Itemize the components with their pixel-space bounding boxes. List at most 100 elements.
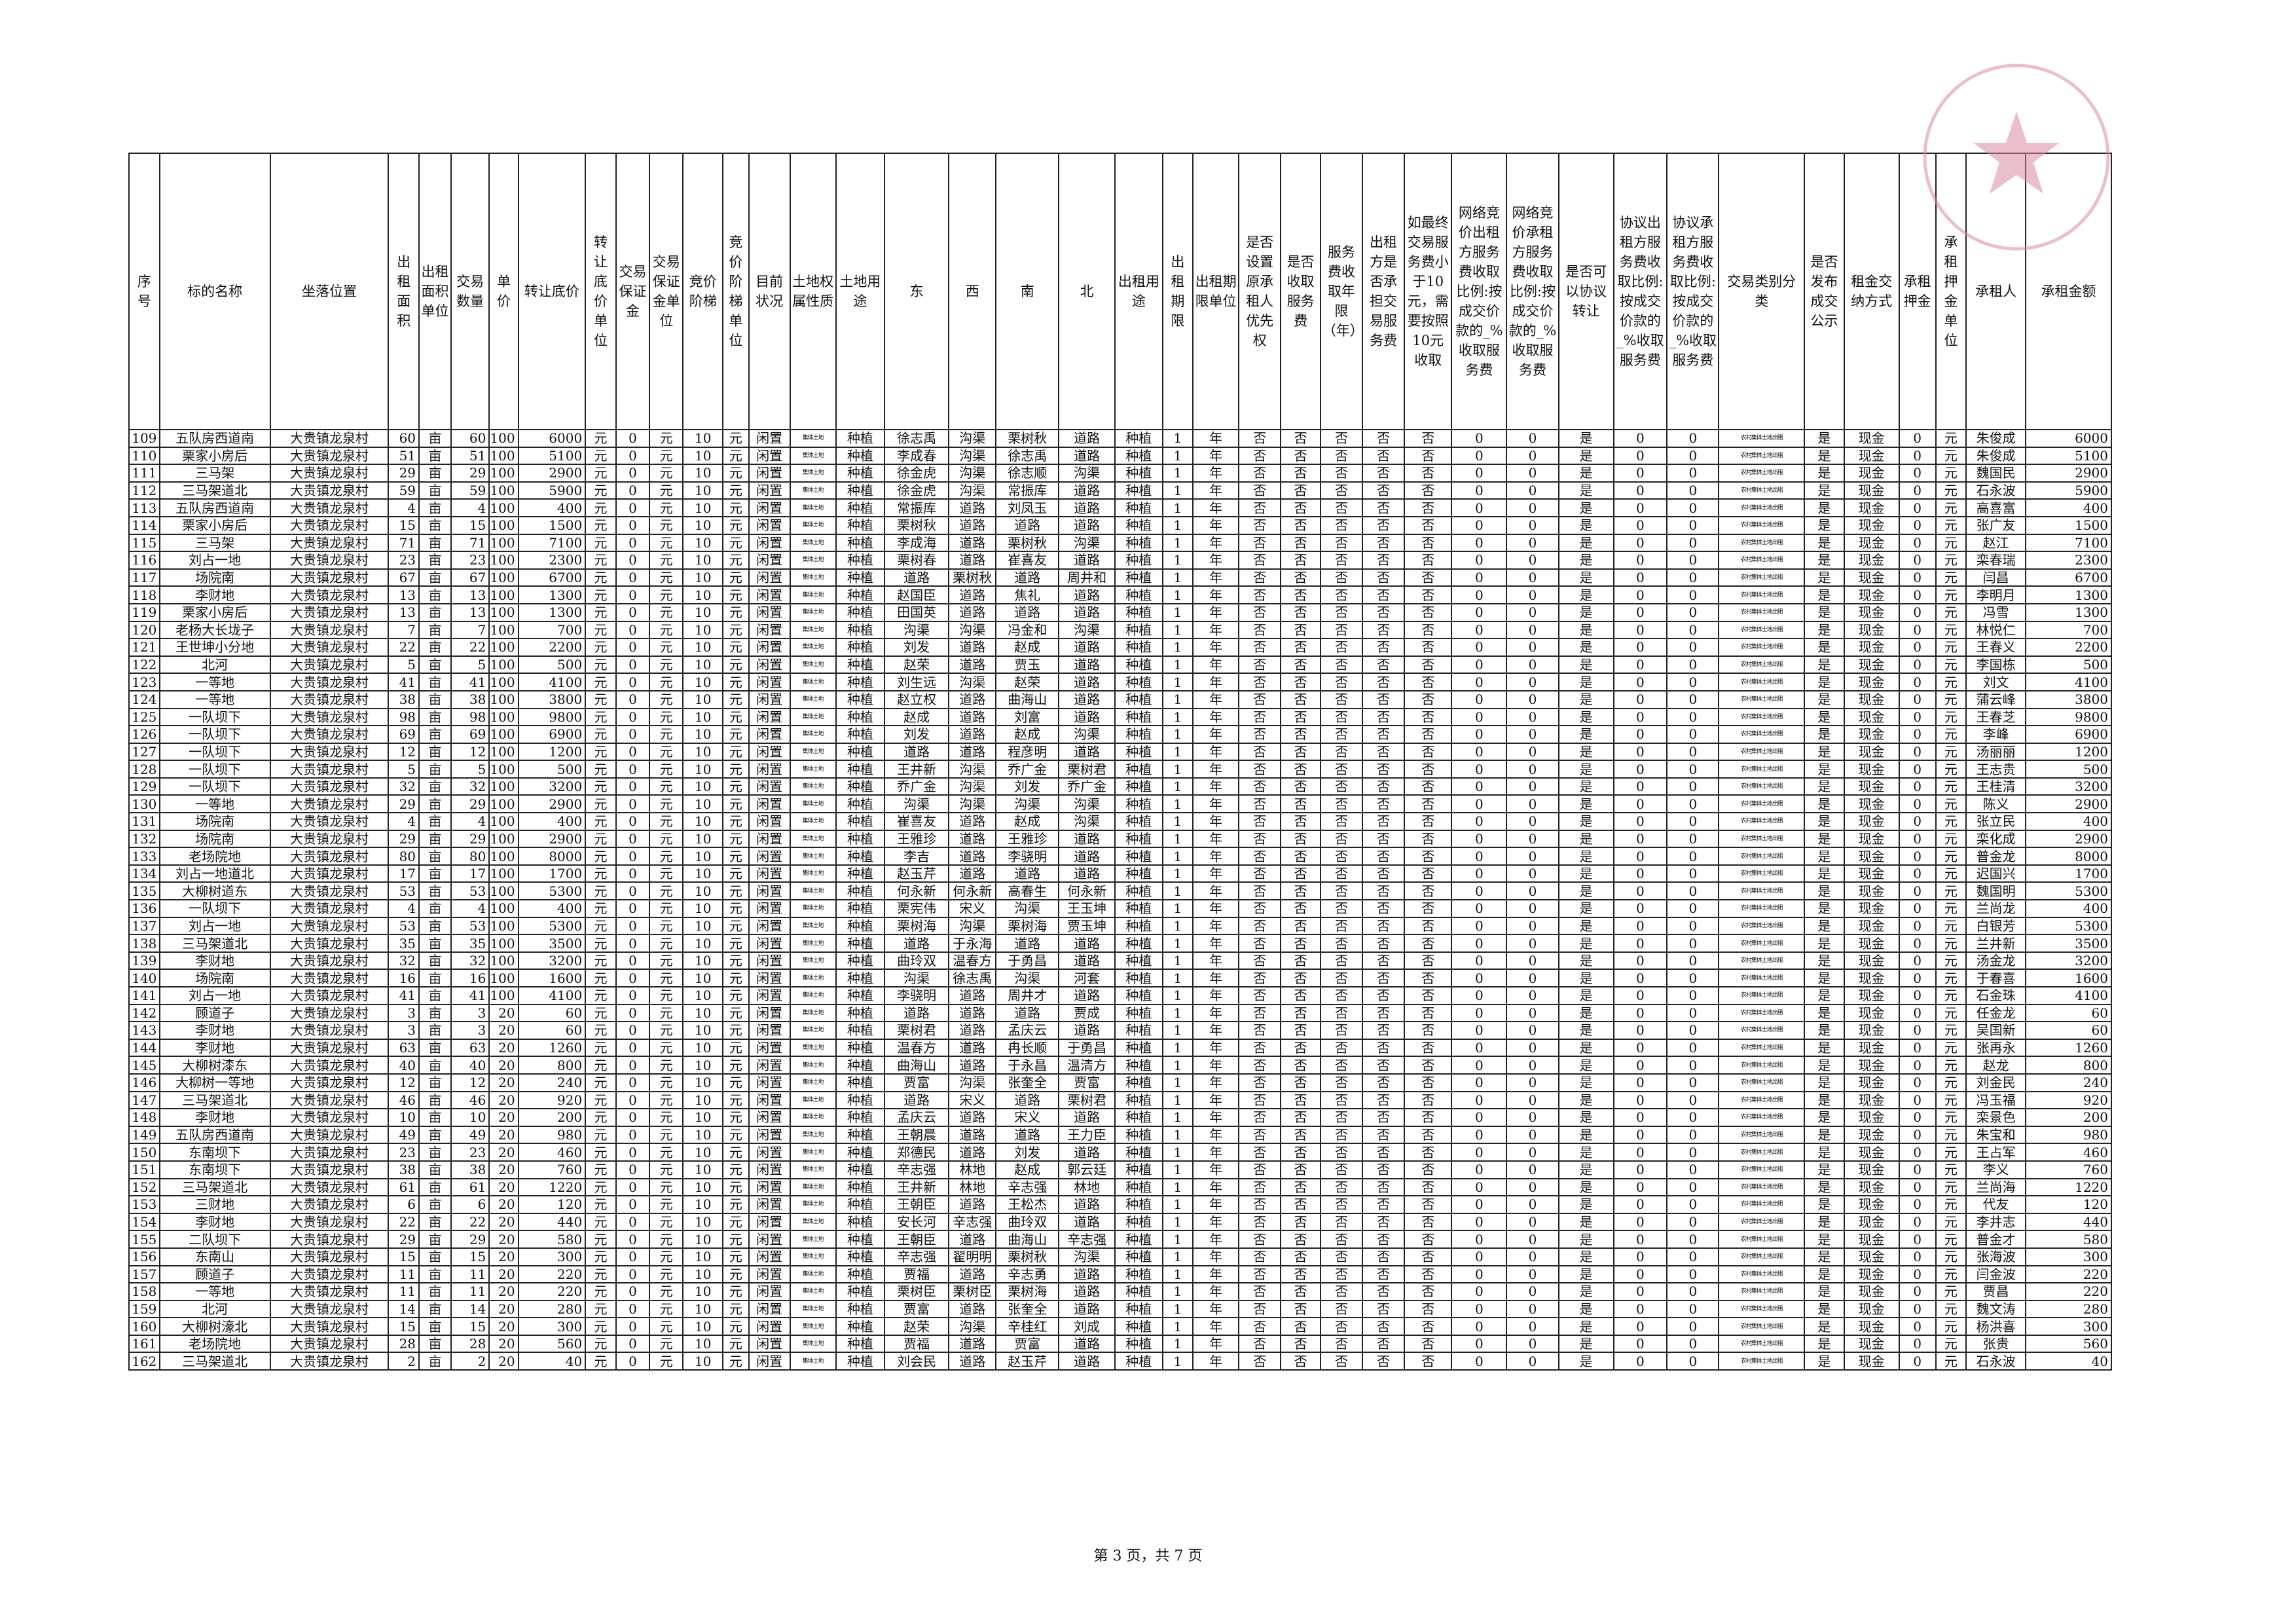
table-cell: 王桂清 — [1965, 777, 2027, 796]
table-cell: 否 — [1361, 777, 1406, 796]
table-cell: 集体土地 — [789, 602, 837, 622]
table-cell: 0 — [1666, 533, 1720, 553]
table-cell: 100 — [488, 620, 519, 640]
table-cell: 6700 — [2025, 568, 2112, 587]
table-cell: 10 — [682, 1108, 724, 1127]
table-cell: 辛桂红 — [995, 1317, 1059, 1336]
table-cell: 元 — [649, 1003, 684, 1023]
table-cell: 是 — [1804, 690, 1845, 709]
table-cell: 0 — [1898, 1299, 1937, 1319]
table-cell: 年 — [1192, 794, 1240, 814]
table-cell: 赵荣 — [884, 655, 950, 674]
table-cell: 是 — [1804, 1352, 1845, 1371]
table-cell: 集体土地 — [789, 429, 837, 448]
table-cell: 0 — [1666, 446, 1720, 466]
table-cell: 否 — [1319, 1352, 1364, 1371]
table-cell: 年 — [1192, 707, 1240, 727]
table-cell: 0 — [1898, 515, 1937, 535]
table-cell: 否 — [1280, 1352, 1321, 1371]
table-cell: 集体土地 — [789, 464, 837, 483]
table-cell: 否 — [1280, 951, 1321, 970]
table-cell: 元 — [1935, 794, 1967, 814]
table-cell: 王雅珍 — [884, 829, 950, 849]
table-cell: 20 — [488, 1282, 519, 1301]
table-cell: 种植 — [835, 1038, 886, 1058]
table-cell: 否 — [1404, 969, 1453, 987]
table-cell: 元 — [722, 760, 750, 779]
table-cell: 1 — [1161, 1352, 1194, 1371]
table-cell: 是 — [1558, 760, 1614, 779]
table-cell: 东南坝下 — [158, 1160, 271, 1179]
table-cell: 种植 — [835, 673, 886, 692]
table-cell: 0 — [1451, 1003, 1508, 1023]
table-cell: 300 — [517, 1317, 587, 1336]
table-cell: 100 — [488, 951, 519, 970]
table-cell: 0 — [1613, 673, 1668, 692]
table-row: 137 刘占一地 大贵镇龙泉村 53 亩 53 100 5300 元 0 元 10 元闲置 集体土地 种植栗… — [128, 916, 2112, 936]
table-cell: 否 — [1404, 1334, 1453, 1354]
table-cell: 现金 — [1843, 1230, 1900, 1249]
table-cell: 否 — [1404, 1108, 1453, 1127]
table-cell: 大贵镇龙泉村 — [269, 707, 390, 727]
table-cell: 20 — [488, 1195, 519, 1214]
table-cell: 2900 — [517, 829, 587, 849]
table-body: 109 五队房西道南 大贵镇龙泉村 60 亩 60 100 6000 元 0 元 10 元闲置 集体土地种… — [128, 429, 2112, 1371]
seal-star-icon — [1973, 111, 2060, 194]
table-cell: 沟渠 — [948, 760, 997, 779]
table-cell: 现金 — [1843, 899, 1900, 918]
table-cell: 一队坝下 — [158, 777, 271, 796]
table-cell: 是 — [1804, 568, 1845, 587]
table-cell: 农村集体土地出租 — [1718, 916, 1806, 936]
table-cell: 元 — [1935, 690, 1967, 709]
table-cell: 29 — [450, 464, 490, 483]
table-cell: 集体土地 — [789, 1352, 837, 1371]
table-cell: 0 — [615, 585, 651, 604]
table-cell: 是 — [1804, 1317, 1845, 1336]
table-cell: 现金 — [1843, 725, 1900, 744]
table-cell: 元 — [585, 515, 617, 535]
table-cell: 0 — [1506, 707, 1559, 727]
table-cell: 0 — [1898, 1230, 1937, 1249]
table-cell: 贾玉 — [995, 655, 1059, 674]
table-cell: 否 — [1404, 1090, 1453, 1110]
table-cell: 闲置 — [748, 568, 791, 587]
table-cell: 年 — [1192, 655, 1240, 674]
table-cell: 0 — [615, 1003, 651, 1023]
table-cell: 1260 — [2025, 1038, 2112, 1058]
table-cell: 年 — [1192, 1056, 1240, 1075]
table-cell: 112 — [128, 481, 160, 500]
table-cell: 大贵镇龙泉村 — [269, 620, 390, 640]
table-cell: 100 — [488, 760, 519, 779]
table-cell: 否 — [1319, 899, 1364, 918]
table-cell: 集体土地 — [789, 1003, 837, 1023]
table-cell: 1 — [1161, 1143, 1194, 1162]
table-cell: 0 — [1613, 1073, 1668, 1092]
table-cell: 0 — [1506, 777, 1559, 796]
table-cell: 0 — [1666, 986, 1720, 1005]
table-cell: 否 — [1280, 602, 1321, 622]
table-cell: 元 — [585, 760, 617, 779]
table-cell: 23 — [450, 551, 490, 570]
table-cell: 元 — [1935, 446, 1967, 466]
table-cell: 农村集体土地出租 — [1718, 777, 1806, 796]
table-cell: 集体土地 — [789, 498, 837, 517]
table-cell: 560 — [2025, 1334, 2112, 1354]
table-cell: 0 — [1898, 829, 1937, 849]
table-cell: 1 — [1161, 881, 1194, 901]
table-cell: 年 — [1192, 899, 1240, 918]
table-cell: 0 — [1666, 934, 1720, 953]
table-cell: 是 — [1558, 515, 1614, 535]
table-cell: 是 — [1804, 1247, 1845, 1266]
table-cell: 1500 — [517, 515, 587, 535]
table-cell: 1 — [1161, 951, 1194, 970]
table-cell: 亩 — [418, 969, 452, 987]
table-cell: 否 — [1404, 1038, 1453, 1058]
table-cell: 是 — [1558, 864, 1614, 883]
table-cell: 10 — [682, 829, 724, 849]
table-cell: 0 — [1666, 812, 1720, 831]
table-cell: 0 — [1451, 1177, 1508, 1197]
table-cell: 种植 — [835, 1021, 886, 1040]
table-cell: 否 — [1280, 1247, 1321, 1266]
table-cell: 114 — [128, 515, 160, 535]
table-cell: 闲置 — [748, 864, 791, 883]
